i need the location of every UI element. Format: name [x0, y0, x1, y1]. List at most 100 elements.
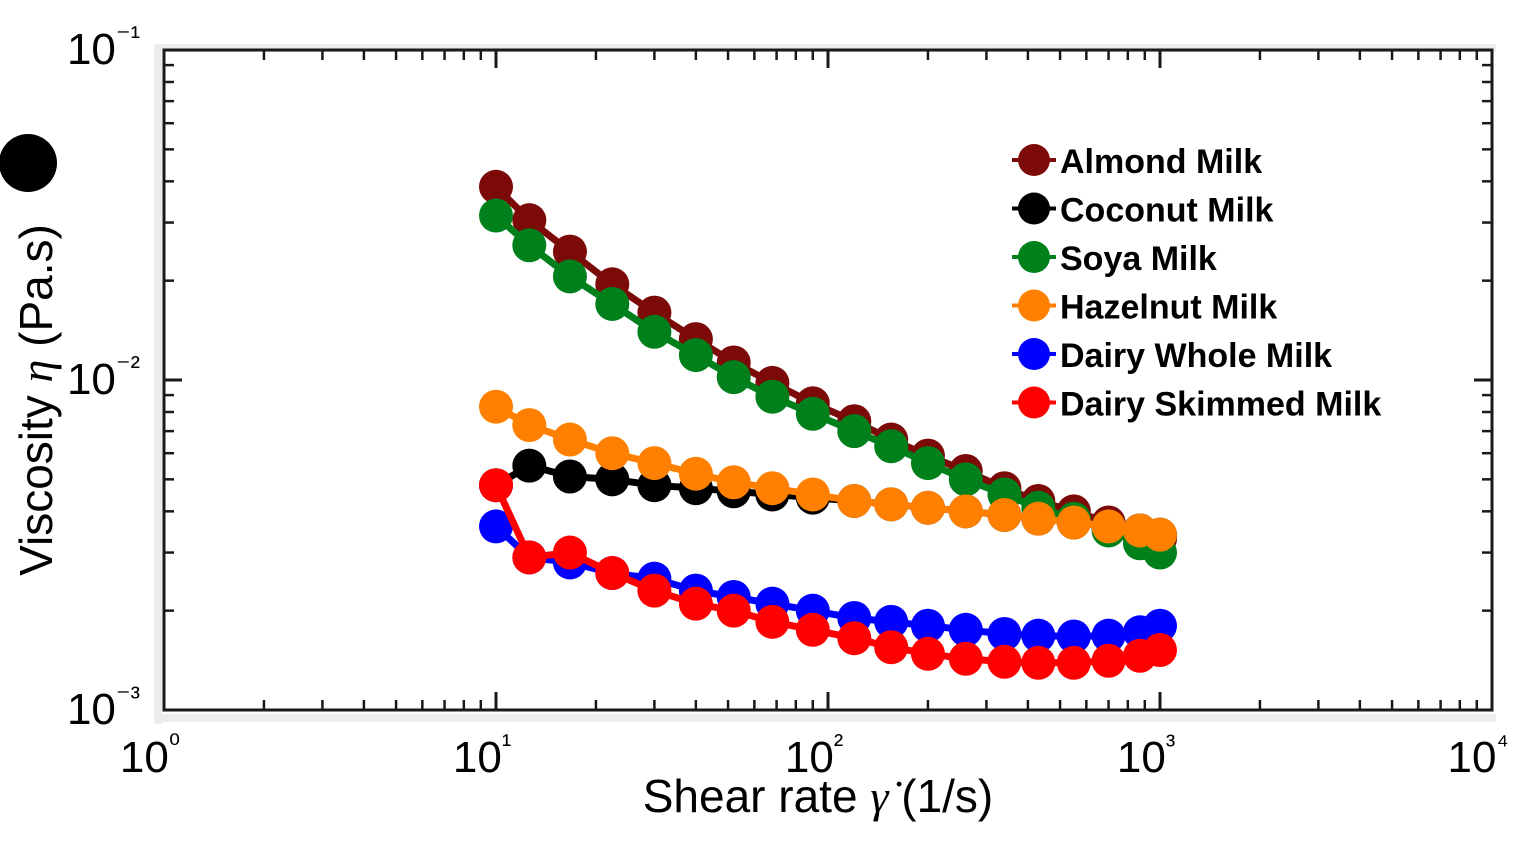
- axis-titles: Shear rate γ̇ (1/s) Viscosity η (Pa.s): [10, 224, 993, 822]
- data-point[interactable]: [1056, 505, 1091, 540]
- data-point[interactable]: [552, 259, 587, 294]
- data-point[interactable]: [1143, 608, 1177, 643]
- tick-mantissa: 10: [67, 685, 116, 734]
- data-point[interactable]: [552, 422, 587, 457]
- data-point[interactable]: [795, 396, 830, 431]
- x-tick-label: 10³: [1117, 729, 1175, 782]
- data-point[interactable]: [874, 630, 909, 665]
- data-point[interactable]: [716, 593, 751, 628]
- axis-shadow: [154, 44, 1496, 724]
- data-point[interactable]: [595, 462, 630, 497]
- data-point[interactable]: [595, 286, 630, 321]
- tick-exponent: ⁰: [169, 729, 180, 760]
- data-point[interactable]: [910, 446, 945, 481]
- data-point[interactable]: [874, 487, 909, 522]
- legend-marker-3[interactable]: [1018, 289, 1050, 322]
- legend-marker-1[interactable]: [1018, 192, 1050, 225]
- left-axis-shadow: [154, 44, 162, 724]
- data-point[interactable]: [716, 465, 751, 500]
- data-point[interactable]: [512, 448, 547, 483]
- data-series-group: [479, 169, 1177, 680]
- data-point[interactable]: [512, 228, 547, 263]
- legend-label-2[interactable]: Soya Milk: [1060, 240, 1217, 278]
- data-point[interactable]: [874, 604, 909, 639]
- data-point[interactable]: [987, 616, 1022, 651]
- data-point[interactable]: [837, 621, 872, 656]
- data-point[interactable]: [479, 389, 513, 424]
- data-point[interactable]: [910, 636, 945, 671]
- data-point[interactable]: [1021, 645, 1056, 680]
- data-point[interactable]: [552, 459, 587, 494]
- data-point[interactable]: [552, 535, 587, 570]
- y-axis-title-main: Viscosity: [10, 382, 62, 575]
- series-dairy-skimmed-milk: [479, 468, 1177, 680]
- data-point[interactable]: [987, 497, 1022, 532]
- data-point[interactable]: [1143, 632, 1177, 667]
- data-point[interactable]: [678, 456, 713, 491]
- data-point[interactable]: [910, 608, 945, 643]
- tick-mantissa: 10: [1448, 733, 1497, 782]
- y-tick-label: 10⁻³: [67, 681, 140, 734]
- legend-label-5[interactable]: Dairy Skimmed Milk: [1060, 386, 1381, 424]
- x-tick-label: 10²: [785, 729, 843, 782]
- data-point[interactable]: [479, 509, 513, 544]
- data-point[interactable]: [678, 586, 713, 621]
- y-axis-title: Viscosity η (Pa.s): [10, 224, 62, 576]
- data-point[interactable]: [910, 490, 945, 525]
- data-point[interactable]: [637, 314, 672, 349]
- data-point[interactable]: [837, 483, 872, 518]
- data-point[interactable]: [795, 612, 830, 647]
- data-point[interactable]: [755, 604, 790, 639]
- data-point[interactable]: [1091, 643, 1126, 678]
- legend-marker-2[interactable]: [1018, 241, 1050, 273]
- data-point[interactable]: [1056, 645, 1091, 680]
- data-point[interactable]: [1021, 618, 1056, 653]
- data-point[interactable]: [1143, 517, 1177, 552]
- data-point[interactable]: [795, 477, 830, 512]
- data-point[interactable]: [755, 471, 790, 506]
- tick-mantissa: 10: [453, 733, 502, 782]
- data-point[interactable]: [637, 573, 672, 608]
- data-point[interactable]: [948, 641, 983, 676]
- data-point[interactable]: [755, 379, 790, 414]
- data-point[interactable]: [837, 414, 872, 449]
- data-point[interactable]: [552, 234, 587, 269]
- y-tick-label: 10⁻²: [67, 351, 140, 404]
- legend-label-0[interactable]: Almond Milk: [1060, 143, 1262, 181]
- data-point[interactable]: [716, 360, 751, 395]
- data-point[interactable]: [512, 408, 547, 443]
- legend-label-1[interactable]: Coconut Milk: [1060, 192, 1274, 230]
- data-point[interactable]: [512, 540, 547, 575]
- legend-marker-5[interactable]: [1018, 386, 1050, 419]
- legend-label-3[interactable]: Hazelnut Milk: [1060, 289, 1277, 327]
- data-point[interactable]: [595, 556, 630, 591]
- legend-marker-4[interactable]: [1018, 338, 1050, 370]
- x-tick-label: 10¹: [453, 729, 511, 782]
- chart-legend: Almond Milk Coconut Milk Soya Milk Hazelnut…: [1012, 143, 1381, 424]
- data-point[interactable]: [678, 338, 713, 373]
- legend-label-4[interactable]: Dairy Whole Milk: [1060, 337, 1332, 375]
- data-point[interactable]: [948, 612, 983, 647]
- data-point[interactable]: [874, 429, 909, 464]
- data-point[interactable]: [1056, 619, 1091, 654]
- data-point[interactable]: [595, 436, 630, 471]
- data-point[interactable]: [1091, 618, 1126, 653]
- x-tick-label: 10⁰: [120, 729, 180, 782]
- tick-exponent: ⁻²: [116, 351, 140, 382]
- data-point[interactable]: [948, 494, 983, 529]
- data-point[interactable]: [948, 462, 983, 497]
- tick-mantissa: 10: [785, 733, 834, 782]
- data-point[interactable]: [1021, 501, 1056, 536]
- data-point[interactable]: [512, 203, 547, 238]
- data-point[interactable]: [479, 169, 513, 204]
- data-point[interactable]: [987, 644, 1022, 679]
- data-point[interactable]: [479, 468, 513, 503]
- legend-marker-0[interactable]: [1018, 144, 1050, 176]
- y-axis-title-symbol: η: [11, 360, 62, 383]
- tick-mantissa: 10: [67, 25, 116, 74]
- data-point[interactable]: [637, 446, 672, 481]
- data-point[interactable]: [1091, 509, 1126, 544]
- data-point[interactable]: [479, 198, 513, 233]
- tick-exponent: ¹: [502, 729, 511, 760]
